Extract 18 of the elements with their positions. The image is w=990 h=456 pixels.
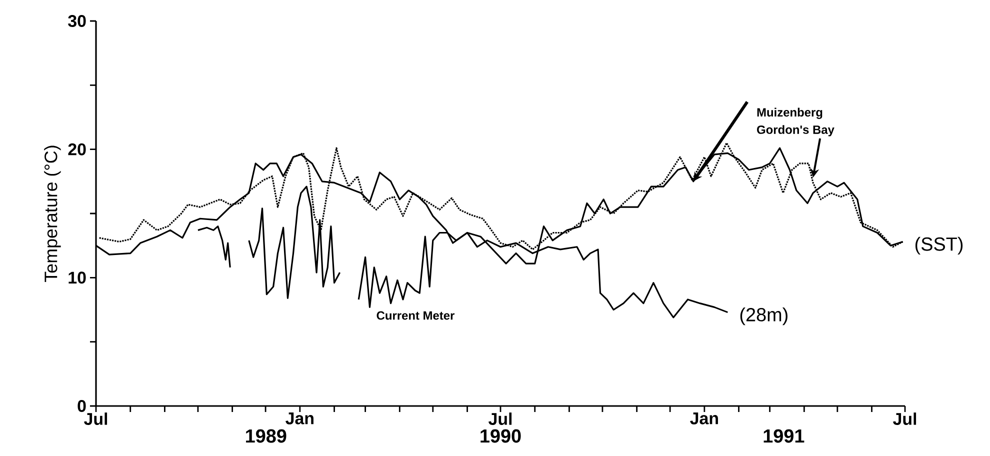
y-tick-label: 0 [78,400,86,412]
text: Gordon's Bay [757,125,834,136]
x-tick-label: Jul [84,412,108,425]
text: Muizenberg [757,108,822,119]
annotation: (SST) [915,236,963,255]
x-tick-label: Jul [488,412,512,425]
y-tick-label: 30 [68,14,86,28]
series-label: Current Meter [376,311,454,320]
x-tick-label: Jan [690,412,718,424]
text: 1989 [246,429,286,443]
y-tick-label: 10 [68,272,86,284]
x-tick-label: Jul [893,412,916,425]
y-axis-title: Temperature (°C) [44,146,61,282]
text: 1991 [764,429,804,443]
y-tick-label: 20 [68,143,86,156]
x-tick-label: Jan [286,412,314,424]
text: 1990 [480,429,521,443]
annotation: (28m) [740,307,788,326]
